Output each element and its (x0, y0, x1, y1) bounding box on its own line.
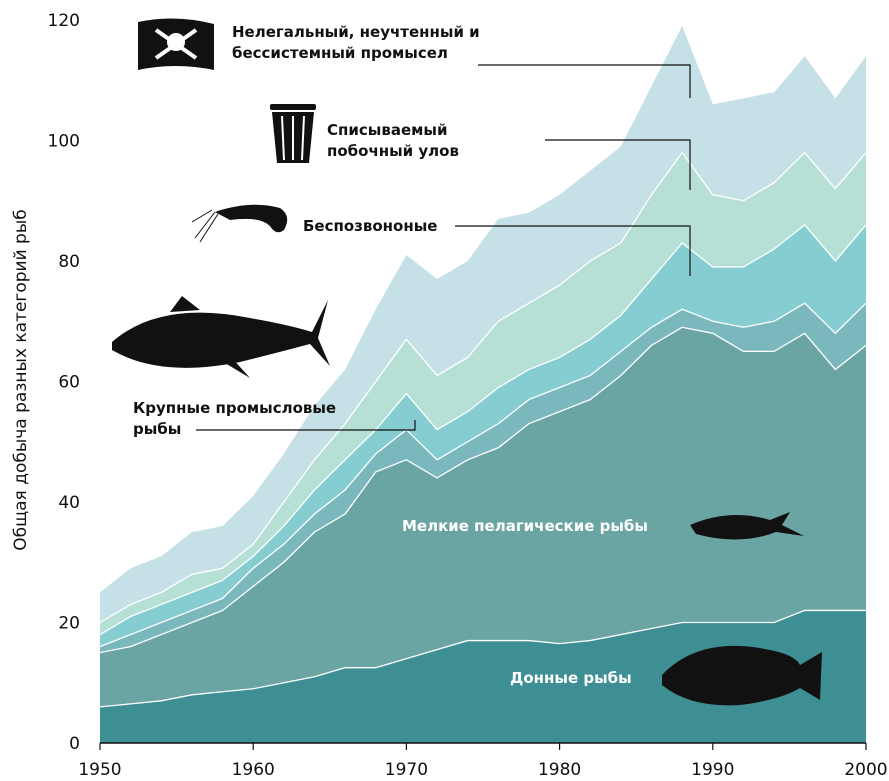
series-label: Беспозвононые (303, 217, 438, 235)
area (100, 303, 866, 653)
leader-line (455, 225, 691, 276)
icon-shrimp-antennae (191, 209, 219, 243)
icon-tuna-fins (170, 296, 250, 378)
icon-shrimp (215, 204, 288, 233)
boundary-line (99, 609, 866, 708)
area (100, 152, 866, 635)
x-tick-label: 1980 (538, 760, 581, 780)
series-label: Нелегальный, неучтенный и бессистемный п… (232, 23, 480, 62)
x-tick-label: 1960 (232, 760, 275, 780)
y-axis-label: Общая добыча разных категорий рыб (11, 209, 31, 550)
y-tick-label: 100 (48, 132, 80, 152)
x-tick-label: 1990 (691, 760, 734, 780)
leader-line (196, 420, 416, 431)
area (100, 327, 866, 707)
y-tick-label: 80 (58, 252, 80, 272)
y-tick-label: 120 (48, 11, 80, 31)
x-tick-label: 1950 (78, 760, 121, 780)
series-label: Мелкие пелагические рыбы (402, 517, 648, 535)
area (100, 26, 866, 623)
icon-bones (154, 28, 198, 60)
leader-line (478, 64, 691, 98)
x-tick-label: 2000 (844, 760, 887, 780)
boundary-line (99, 302, 867, 648)
y-tick-label: 0 (69, 734, 80, 754)
area (100, 610, 866, 743)
icon-flounder (662, 645, 822, 706)
boundary-line (99, 326, 867, 654)
y-tick-label: 60 (58, 373, 80, 393)
icons (112, 18, 822, 706)
icon-bin-lid (270, 104, 316, 110)
icon-herring (690, 512, 804, 540)
series-label: Донные рыбы (510, 669, 632, 687)
y-tick-label: 20 (58, 614, 80, 634)
areas (99, 26, 867, 743)
area (100, 224, 866, 647)
y-tick-label: 40 (58, 493, 80, 513)
leader-line (545, 139, 691, 190)
leaders (196, 64, 691, 431)
icon-bin-ribs (281, 115, 305, 161)
x-tick-label: 1970 (385, 760, 428, 780)
boundary-line (99, 223, 867, 636)
series-label: Списываемый побочный улов (327, 121, 459, 160)
series-label: Крупные промысловые рыбы (133, 399, 337, 438)
boundary-line (99, 151, 867, 624)
icon-tuna (112, 300, 330, 368)
